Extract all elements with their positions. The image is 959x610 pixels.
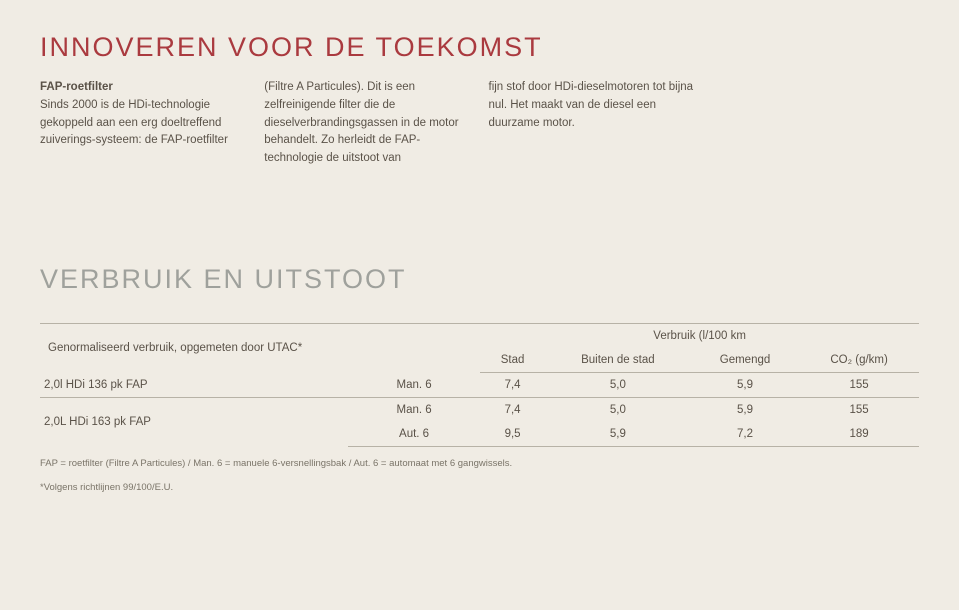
intro-col-1-text: Sinds 2000 is de HDi-technologie gekoppe… bbox=[40, 99, 228, 147]
intro-col-2: (Filtre A Particules). Dit is een zelfre… bbox=[264, 79, 470, 168]
footnote-2: *Volgens richtlijnen 99/100/E.U. bbox=[40, 481, 919, 495]
consumption-table: Genormaliseerd verbruik, opgemeten door … bbox=[40, 323, 919, 447]
table-col-stad: Stad bbox=[480, 348, 545, 373]
page-title: INNOVEREN VOOR DE TOEKOMST bbox=[40, 32, 919, 63]
cell-val: 9,5 bbox=[480, 422, 545, 447]
footnote-1: FAP = roetfilter (Filtre A Particules) /… bbox=[40, 457, 919, 471]
table-row: 2,0l HDi 136 pk FAP Man. 6 7,4 5,0 5,9 1… bbox=[40, 373, 919, 398]
cell-model: 2,0l HDi 136 pk FAP bbox=[40, 373, 348, 398]
section-title: VERBRUIK EN UITSTOOT bbox=[40, 264, 919, 295]
cell-trans: Man. 6 bbox=[348, 398, 480, 423]
table-col-gemengd: Gemengd bbox=[691, 348, 799, 373]
table-rowlabel: Genormaliseerd verbruik, opgemeten door … bbox=[40, 324, 480, 373]
cell-model: 2,0L HDi 163 pk FAP bbox=[40, 398, 348, 447]
table-group-header: Verbruik (l/100 km bbox=[480, 324, 919, 349]
cell-val: 7,4 bbox=[480, 373, 545, 398]
intro-col-1: FAP-roetfilter Sinds 2000 is de HDi-tech… bbox=[40, 79, 246, 168]
cell-trans: Man. 6 bbox=[348, 373, 480, 398]
intro-lead: FAP-roetfilter bbox=[40, 81, 113, 93]
cell-val: 5,9 bbox=[691, 373, 799, 398]
table-col-buiten: Buiten de stad bbox=[545, 348, 691, 373]
cell-val: 189 bbox=[799, 422, 919, 447]
cell-val: 155 bbox=[799, 398, 919, 423]
table-col-co2: CO₂ (g/km) bbox=[799, 348, 919, 373]
intro-col-4-spacer bbox=[713, 79, 919, 168]
cell-val: 7,2 bbox=[691, 422, 799, 447]
cell-val: 155 bbox=[799, 373, 919, 398]
table-row: 2,0L HDi 163 pk FAP Man. 6 7,4 5,0 5,9 1… bbox=[40, 398, 919, 423]
intro-columns: FAP-roetfilter Sinds 2000 is de HDi-tech… bbox=[40, 79, 919, 168]
cell-val: 5,0 bbox=[545, 373, 691, 398]
cell-val: 7,4 bbox=[480, 398, 545, 423]
intro-col-3: fijn stof door HDi-dieselmotoren tot bij… bbox=[489, 79, 695, 168]
cell-trans: Aut. 6 bbox=[348, 422, 480, 447]
cell-val: 5,0 bbox=[545, 398, 691, 423]
cell-val: 5,9 bbox=[691, 398, 799, 423]
cell-val: 5,9 bbox=[545, 422, 691, 447]
